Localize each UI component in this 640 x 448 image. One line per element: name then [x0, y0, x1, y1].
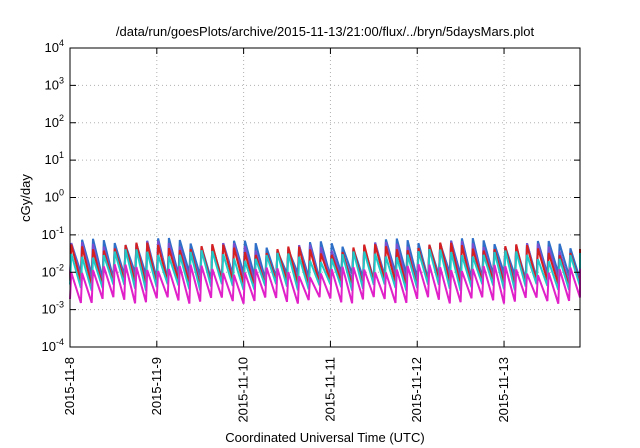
x-tick-label: 2015-11-10: [236, 357, 251, 423]
x-tick-label: 2015-11-12: [409, 357, 424, 423]
chart-title: /data/run/goesPlots/archive/2015-11-13/2…: [116, 24, 535, 39]
y-tick-label: 10-1: [42, 225, 64, 242]
y-tick-label: 10-3: [42, 300, 64, 317]
x-tick-label: 2015-11-9: [149, 357, 164, 415]
y-tick-label: 104: [45, 38, 64, 55]
y-tick-label: 103: [45, 75, 64, 92]
x-tick-label: 2015-11-11: [322, 357, 337, 422]
axis-layer: 104 103 102 101 100 10-1 10-2 10-3 10-4 2015-11-8…: [42, 38, 580, 423]
series-layer: [69, 237, 581, 305]
x-tick-label: 2015-11-13: [496, 357, 511, 423]
y-tick-label: 101: [45, 150, 64, 167]
series-line: [69, 263, 581, 305]
y-tick-label: 102: [45, 113, 64, 130]
y-tick-label: 100: [45, 188, 64, 205]
x-tick-label: 2015-11-8: [62, 357, 77, 415]
x-axis-label: Coordinated Universal Time (UTC): [225, 430, 424, 445]
y-tick-label: 10-2: [42, 262, 64, 279]
y-tick-label: 10-4: [42, 337, 64, 354]
y-axis-label: cGy/day: [18, 174, 33, 222]
series-line: [69, 248, 581, 291]
